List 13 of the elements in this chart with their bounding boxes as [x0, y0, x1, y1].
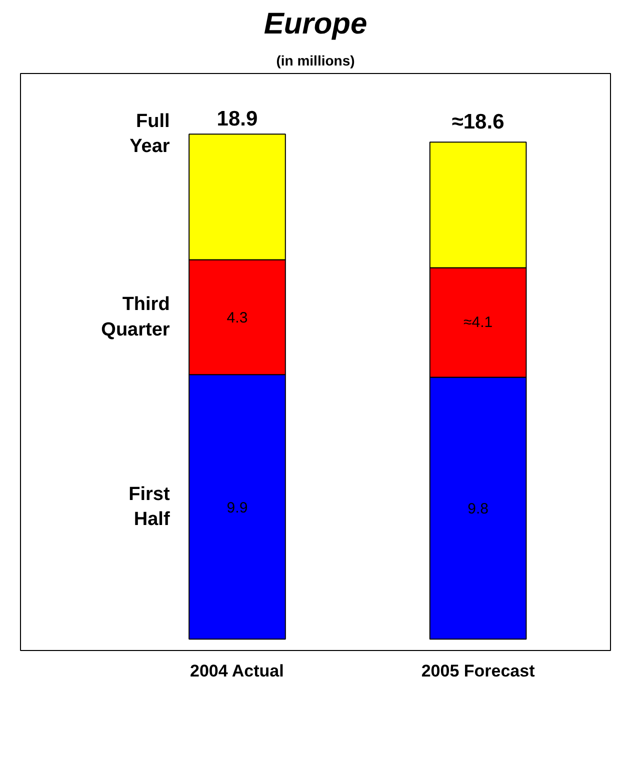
data-label: 9.8: [468, 500, 488, 518]
data-label: 4.3: [226, 310, 248, 327]
annotation: Full Year: [130, 111, 170, 158]
data-label: 9.9: [226, 499, 248, 516]
total-label: 18.9: [216, 108, 258, 131]
x-tick-label: 2004 Actual: [190, 662, 284, 680]
total-label: ≈18.6: [452, 110, 504, 134]
data-label: ≈4.1: [464, 314, 493, 332]
chart-subtitle: (in millions): [276, 52, 355, 68]
x-tick-label: 2005 Forecast: [421, 662, 536, 680]
chart-title: Europe: [264, 8, 368, 40]
series-label: Third Quarter: [101, 294, 170, 340]
series-label: First Half: [128, 484, 170, 530]
